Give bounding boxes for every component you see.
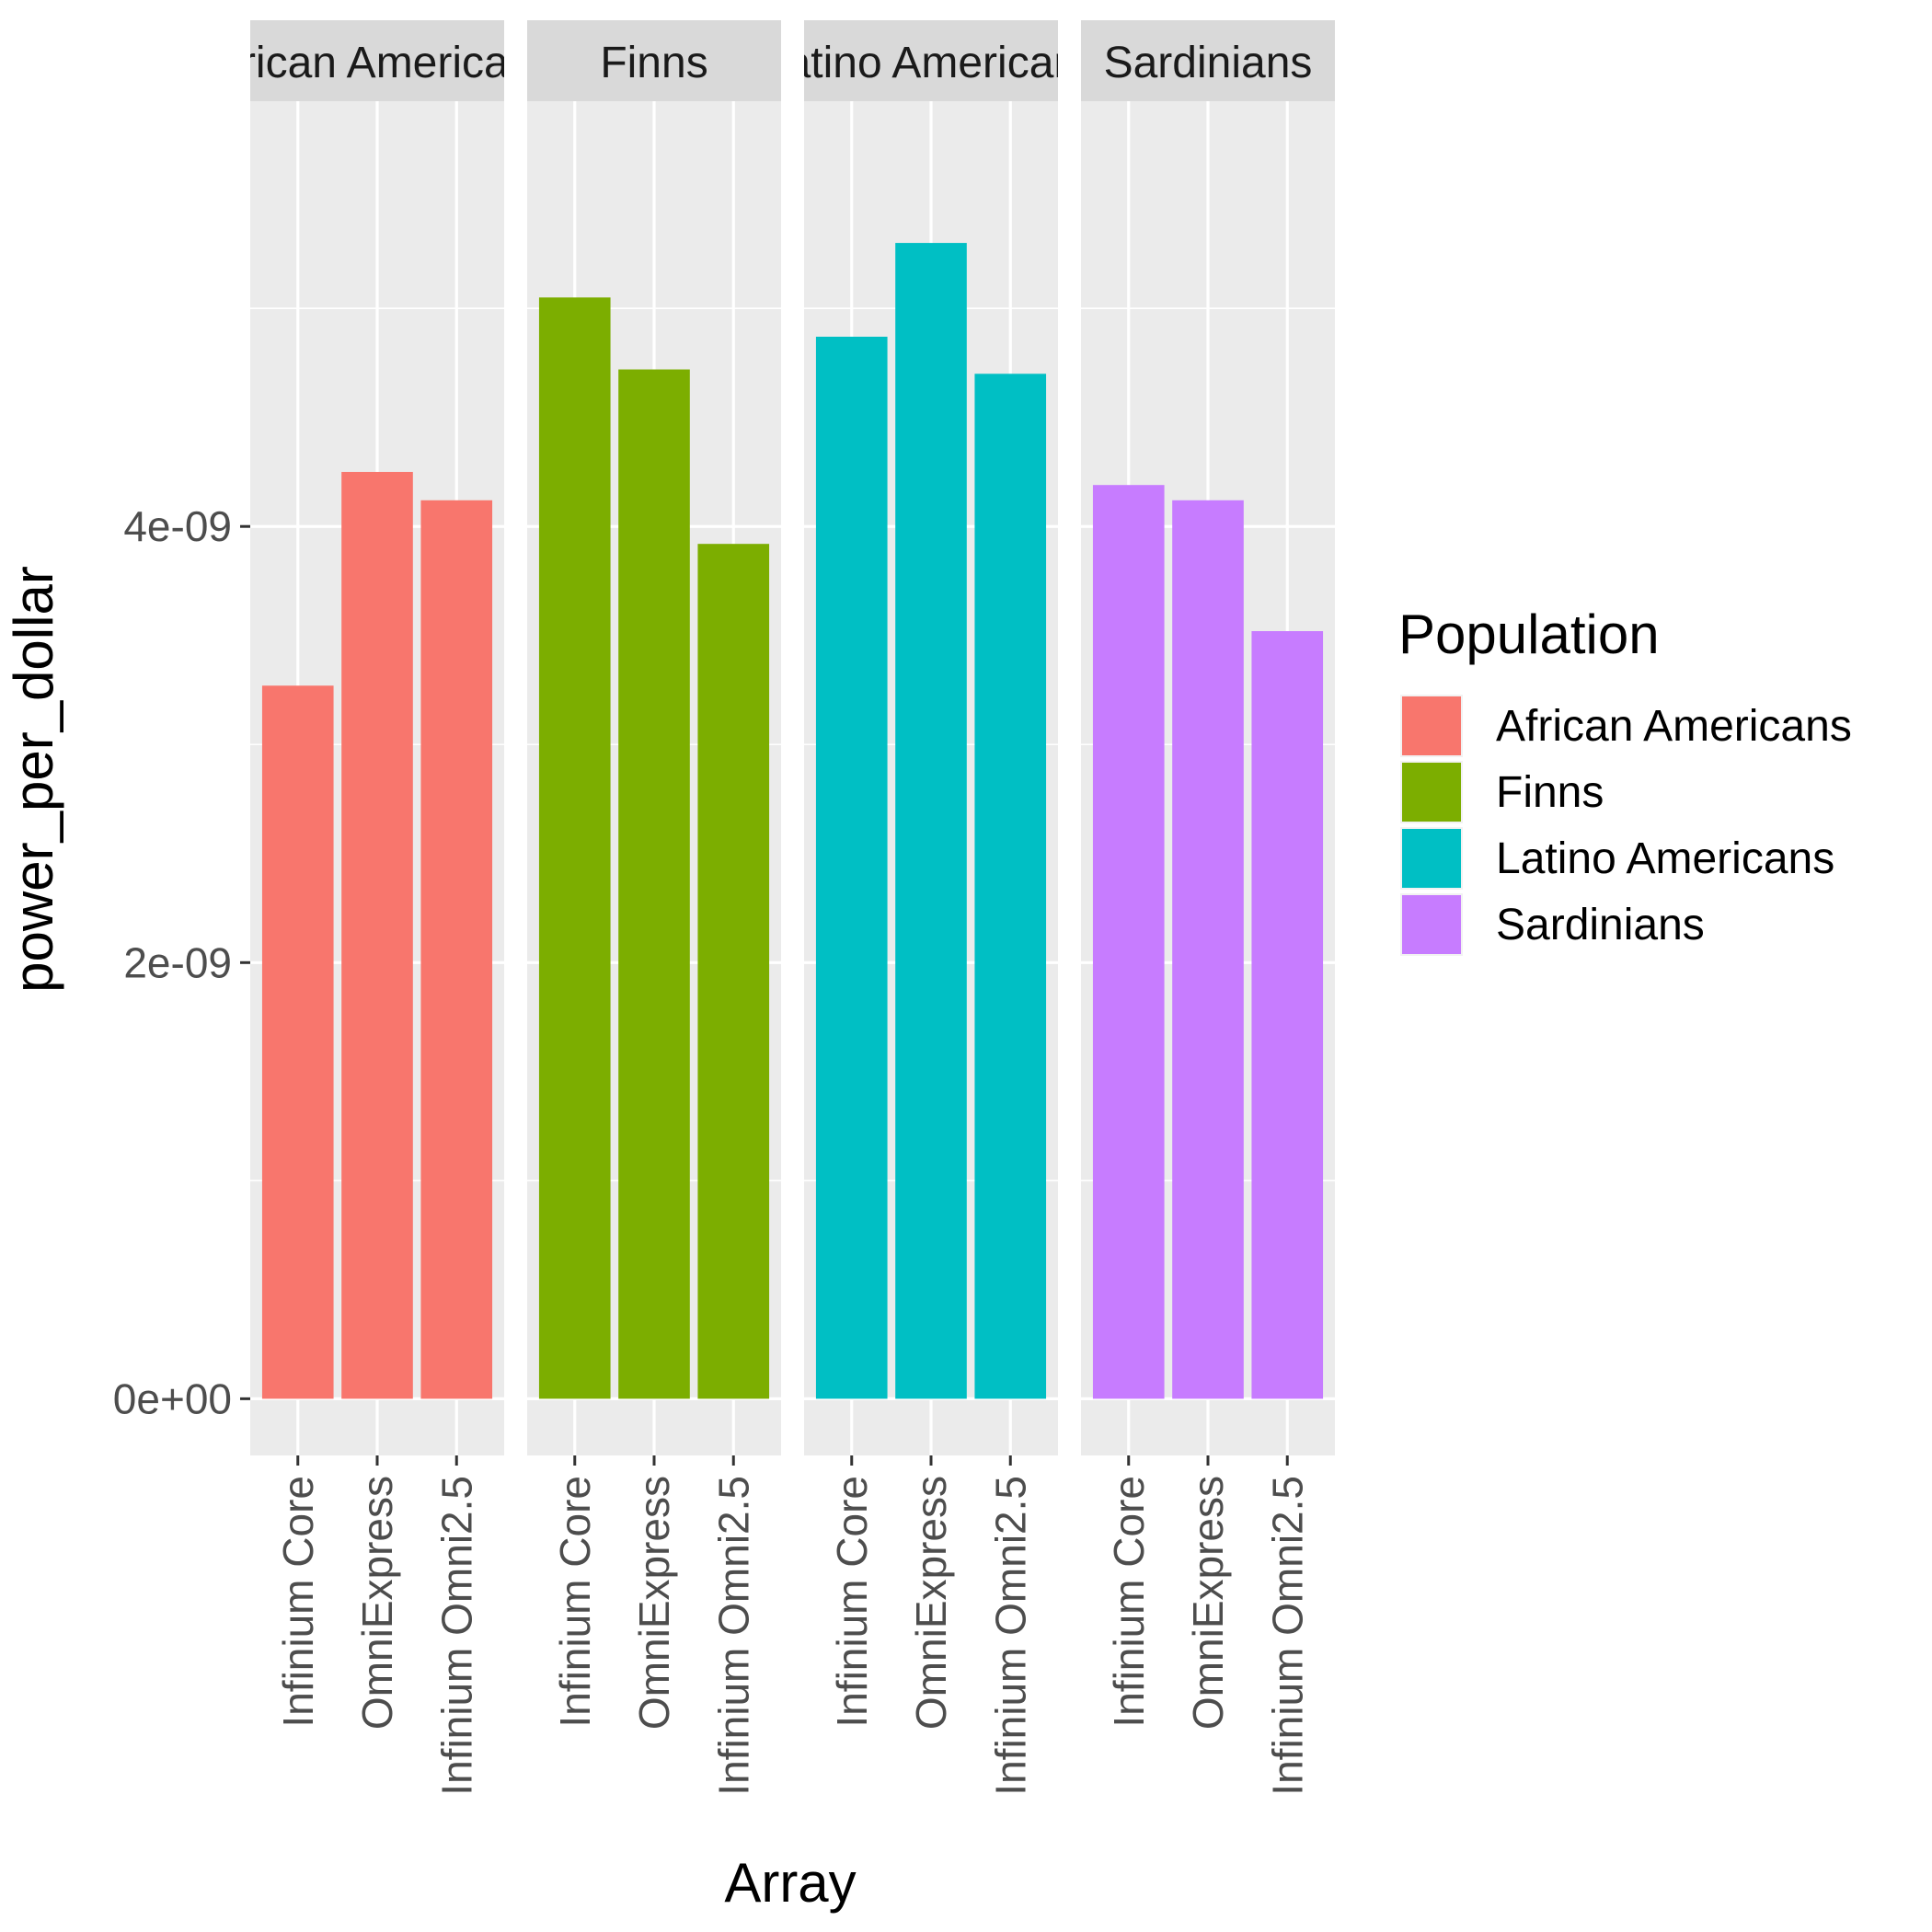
legend-label: Finns [1496, 768, 1604, 817]
legend-label: Latino Americans [1496, 834, 1834, 883]
facet-strip-label: Latino Americans [762, 39, 1100, 87]
x-tick-label: Infinium Omni2.5 [986, 1476, 1034, 1796]
bar [1172, 500, 1244, 1399]
x-tick-label: OmniExpress [630, 1476, 678, 1730]
bar [261, 685, 334, 1399]
facet-strip [250, 20, 504, 101]
x-tick-label: Infinium Core [551, 1476, 599, 1728]
x-axis: Infinium Core OmniExpress Infinium Omni2.5… [274, 1455, 1311, 1796]
facet-strip [1081, 20, 1335, 101]
bar [697, 544, 770, 1399]
legend-swatch [1402, 763, 1461, 822]
facet-panel: Latino Americans [762, 20, 1100, 1455]
x-tick-label: OmniExpress [353, 1476, 401, 1730]
facet-strip [527, 20, 781, 101]
y-axis: 0e+00 2e-09 4e-09 [113, 502, 250, 1422]
x-tick-label: Infinium Core [1105, 1476, 1153, 1728]
x-tick-label: Infinium Omni2.5 [1263, 1476, 1311, 1796]
legend-swatch [1402, 696, 1461, 755]
x-tick-label: Infinium Core [828, 1476, 876, 1728]
facet-panel: Finns [527, 20, 781, 1455]
bar [815, 337, 888, 1399]
facet-panel: African Americans [200, 20, 556, 1455]
y-tick-label: 0e+00 [113, 1374, 232, 1422]
facet-strip [804, 20, 1058, 101]
bar [974, 374, 1047, 1399]
facet-panel: Sardinians [1081, 20, 1335, 1455]
bar [341, 471, 413, 1399]
legend: Population African Americans Finns Latino … [1398, 604, 1852, 956]
y-tick-label: 4e-09 [123, 502, 232, 550]
bar [538, 297, 611, 1399]
legend-title: Population [1398, 604, 1660, 665]
x-axis-title: Array [724, 1852, 856, 1914]
x-tick-label: OmniExpress [1184, 1476, 1232, 1730]
legend-label: Sardinians [1496, 901, 1705, 949]
bar [420, 500, 493, 1399]
bar [618, 369, 690, 1399]
x-tick-label: OmniExpress [907, 1476, 955, 1730]
bar [1092, 485, 1165, 1399]
x-tick-label: Infinium Core [274, 1476, 322, 1728]
facet-panels: African Americans Finns Latino Americans Sa… [200, 20, 1335, 1455]
facet-strip-label: African Americans [200, 39, 556, 87]
facet-strip-label: Finns [600, 39, 707, 87]
x-tick-label: Infinium Omni2.5 [709, 1476, 757, 1796]
bar [895, 243, 967, 1399]
legend-label: African Americans [1496, 702, 1852, 751]
x-tick-label: Infinium Omni2.5 [432, 1476, 480, 1796]
legend-swatch [1402, 829, 1461, 888]
y-tick-label: 2e-09 [123, 938, 232, 986]
y-axis-title: power_per_dollar [3, 566, 64, 993]
facet-strip-label: Sardinians [1104, 39, 1313, 87]
bar [1251, 631, 1324, 1399]
legend-swatch [1402, 895, 1461, 954]
